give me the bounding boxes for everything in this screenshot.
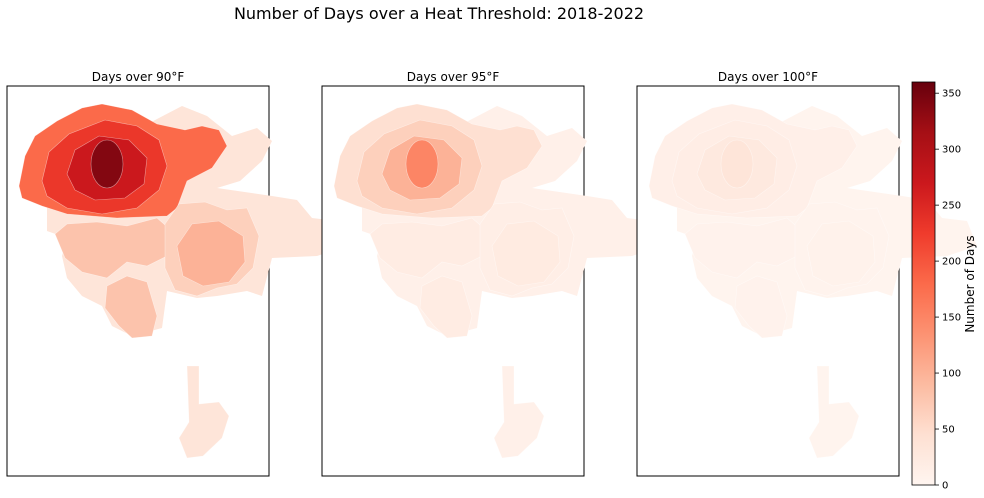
- map-region-south: [808, 365, 860, 459]
- map-region-north-core: [90, 139, 124, 189]
- map-region-south: [493, 365, 545, 459]
- colorbar-tick-label: 350: [942, 89, 961, 100]
- colorbar-tick-label: 200: [942, 257, 961, 268]
- map-region-north-core: [405, 139, 439, 189]
- colorbar-tick-label: 100: [942, 369, 961, 380]
- map-region-east-core: [806, 220, 876, 287]
- colorbar-ticks: 0 50 100 150 200 250 300 350: [935, 89, 961, 492]
- map-region-south: [178, 365, 230, 459]
- map-region-east-core: [491, 220, 561, 287]
- colorbar-label: Number of Days: [963, 235, 977, 332]
- colorbar-tick-label: 300: [942, 145, 961, 156]
- map-region-north-core: [720, 139, 754, 189]
- map-region-central: [734, 275, 788, 339]
- map-regions: [333, 103, 662, 459]
- map-region-central: [104, 275, 158, 339]
- panel-title: Days over 100°F: [718, 70, 818, 84]
- panel-days-over-100: Days over 100°F: [636, 70, 977, 477]
- map-regions: [648, 103, 977, 459]
- panel-title: Days over 95°F: [407, 70, 500, 84]
- colorbar-tick-label: 150: [942, 313, 961, 324]
- colorbar-tick-label: 0: [942, 481, 948, 492]
- map-region-central: [419, 275, 473, 339]
- map-region-east-core: [176, 220, 246, 287]
- colorbar: 0 50 100 150 200 250 300 350 Number of Days: [911, 81, 977, 492]
- panel-days-over-95: Days over 95°F: [321, 70, 662, 477]
- colorbar-tick-label: 250: [942, 201, 961, 212]
- map-regions: [18, 103, 347, 459]
- panel-title: Days over 90°F: [92, 70, 185, 84]
- figure-title: Number of Days over a Heat Threshold: 20…: [234, 4, 644, 23]
- colorbar-gradient: [911, 81, 936, 486]
- colorbar-tick-label: 50: [942, 425, 955, 436]
- panel-days-over-90: Days over 90°F: [6, 70, 347, 477]
